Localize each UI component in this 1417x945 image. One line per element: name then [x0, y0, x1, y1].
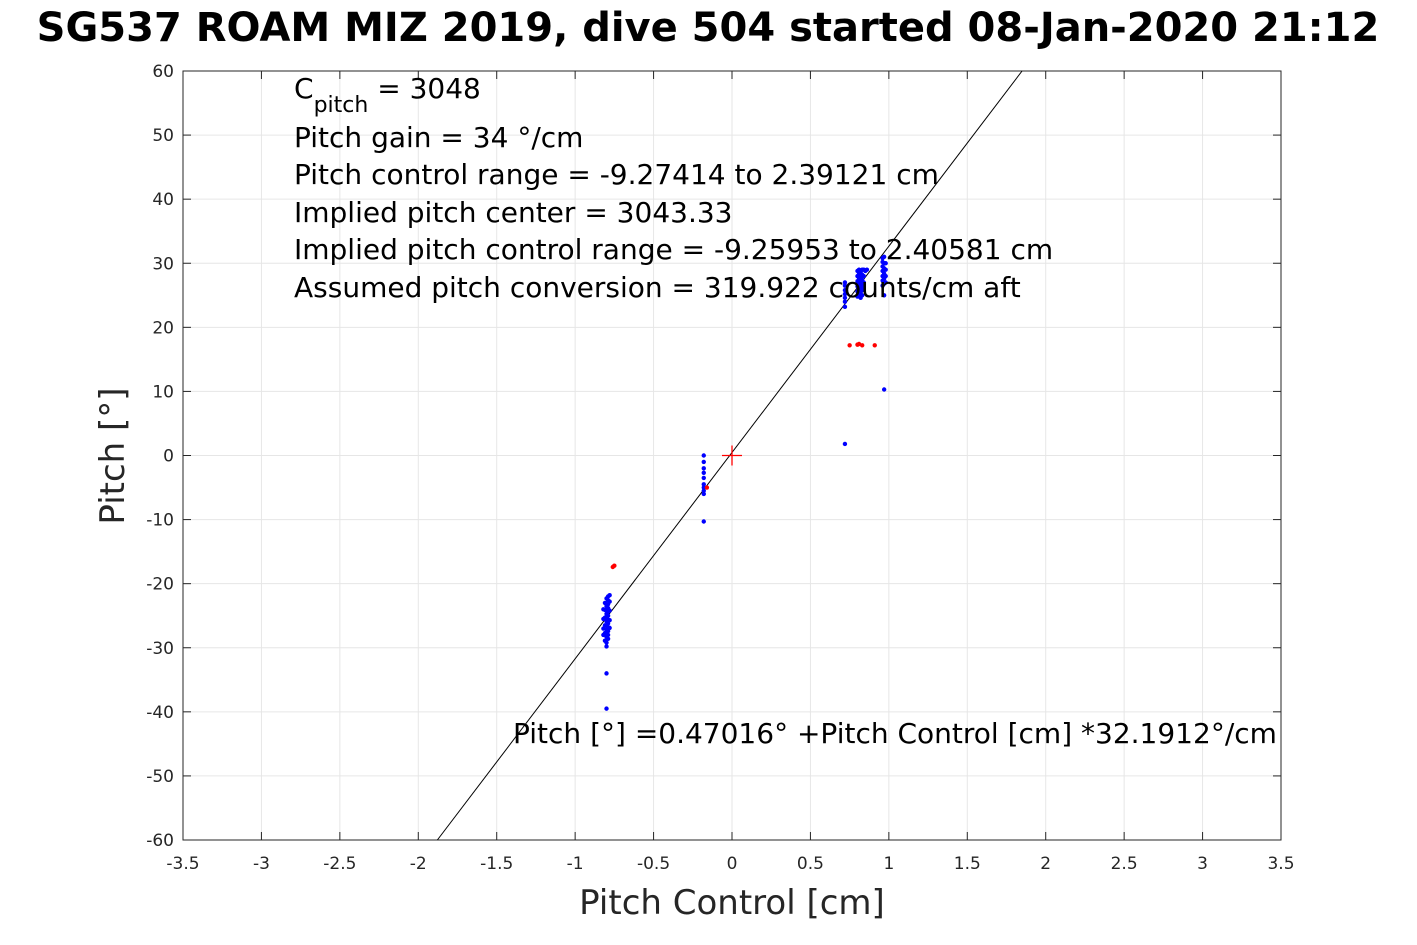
- y-tick-label: 10: [152, 382, 174, 402]
- x-tick-label: 2: [1040, 854, 1051, 874]
- y-axis-label: Pitch [°]: [93, 387, 133, 524]
- fit-equation-annotation: Pitch [°] =0.47016° +Pitch Control [cm] …: [513, 717, 1277, 750]
- data-point: [842, 299, 848, 304]
- data-point: [842, 280, 848, 285]
- y-tick-label: 40: [152, 190, 174, 210]
- data-point: [602, 638, 608, 643]
- data-point: [883, 273, 888, 279]
- data-point: [604, 611, 609, 616]
- chart-title: SG537 ROAM MIZ 2019, dive 504 started 08…: [36, 5, 1380, 51]
- data-point: [842, 291, 848, 297]
- data-point: [604, 671, 609, 676]
- pitch-gain-annotation: Pitch gain = 34 °/cm: [294, 121, 583, 154]
- data-point: [704, 485, 710, 490]
- data-point: [607, 617, 612, 623]
- data-point: [847, 343, 852, 348]
- data-point: [859, 343, 865, 348]
- c-pitch-subscript: pitch: [314, 93, 369, 118]
- y-tick-label: -10: [146, 511, 174, 531]
- c-pitch-letter: C: [294, 72, 314, 105]
- data-point: [701, 519, 706, 524]
- data-point: [842, 441, 848, 447]
- y-tick-label: 50: [152, 126, 174, 146]
- data-point: [607, 599, 612, 604]
- data-point: [701, 491, 706, 497]
- data-point: [601, 607, 606, 612]
- x-tick-label: -2.5: [323, 854, 356, 874]
- data-point: [861, 286, 866, 292]
- x-tick-label: 2.5: [1111, 854, 1138, 874]
- data-point: [701, 453, 706, 458]
- y-tick-label: 20: [152, 318, 174, 338]
- data-point: [842, 283, 848, 288]
- data-point: [607, 625, 612, 631]
- x-tick-label: -0.5: [637, 854, 670, 874]
- data-point: [607, 608, 612, 613]
- y-tick-label: -50: [146, 767, 174, 787]
- x-tick-label: 3: [1197, 854, 1208, 874]
- x-tick-label: 3.5: [1267, 854, 1294, 874]
- data-point: [610, 564, 615, 570]
- data-point: [701, 482, 706, 487]
- x-tick-label: -2: [410, 854, 427, 874]
- x-tick-label: -3.5: [166, 854, 199, 874]
- assumed-conversion-annotation: Assumed pitch conversion = 319.922 count…: [294, 271, 1021, 304]
- data-point: [883, 267, 888, 272]
- data-point: [842, 295, 848, 301]
- data-point: [842, 304, 848, 310]
- data-point: [881, 293, 887, 298]
- y-tick-label: -40: [146, 703, 174, 723]
- control-range-annotation: Pitch control range = -9.27414 to 2.3912…: [294, 158, 939, 191]
- c-pitch-annotation: Cpitch = 3048: [294, 72, 481, 118]
- data-point: [604, 596, 609, 601]
- data-point: [601, 616, 606, 622]
- data-point: [701, 466, 706, 471]
- x-tick-label: 0: [727, 854, 738, 874]
- y-tick-label: -30: [146, 639, 174, 659]
- grid: [183, 71, 1281, 840]
- y-axis: -60 -50 -40 -30 -20 -10 0 10 20 30 40 50 60: [146, 62, 1281, 851]
- data-point: [701, 470, 706, 476]
- implied-range-annotation: Implied pitch control range = -9.25953 t…: [294, 233, 1053, 266]
- y-tick-label: 30: [152, 254, 174, 274]
- data-point: [602, 600, 608, 606]
- data-point: [604, 706, 609, 711]
- x-tick-label: 1.5: [954, 854, 981, 874]
- x-axis-label: Pitch Control [cm]: [579, 883, 885, 923]
- data-point: [701, 488, 706, 493]
- data-point: [883, 280, 888, 285]
- x-tick-label: 1: [883, 854, 894, 874]
- data-point: [861, 273, 866, 279]
- data-point: [701, 459, 706, 465]
- x-axis: -3.5 -3 -2.5 -2 -1.5 -1 -0.5 0 0.5 1 1.5 2 2.5 3 3.5: [166, 71, 1295, 874]
- x-tick-label: -1: [567, 854, 584, 874]
- data-point: [861, 280, 866, 285]
- x-tick-label: -3: [253, 854, 270, 874]
- data-point: [859, 293, 865, 298]
- y-tick-label: 60: [152, 62, 174, 82]
- y-tick-label: -20: [146, 575, 174, 595]
- data-point: [881, 254, 887, 260]
- y-tick-label: 0: [163, 447, 174, 467]
- center-marker-group: [722, 445, 742, 466]
- data-points: [601, 254, 888, 711]
- data-point: [601, 626, 606, 631]
- x-tick-label: 0.5: [797, 854, 824, 874]
- data-point: [701, 475, 706, 481]
- data-point: [607, 593, 612, 598]
- data-point: [604, 644, 609, 649]
- data-point: [883, 261, 888, 266]
- x-tick-label: -1.5: [480, 854, 513, 874]
- y-tick-label: -60: [146, 831, 174, 851]
- data-point: [842, 287, 848, 293]
- data-point: [872, 343, 877, 348]
- data-point: [864, 267, 870, 272]
- c-pitch-value: = 3048: [368, 72, 481, 105]
- data-point: [881, 387, 887, 392]
- implied-center-annotation: Implied pitch center = 3043.33: [294, 196, 732, 229]
- data-point: [601, 632, 606, 638]
- data-point: [701, 485, 706, 490]
